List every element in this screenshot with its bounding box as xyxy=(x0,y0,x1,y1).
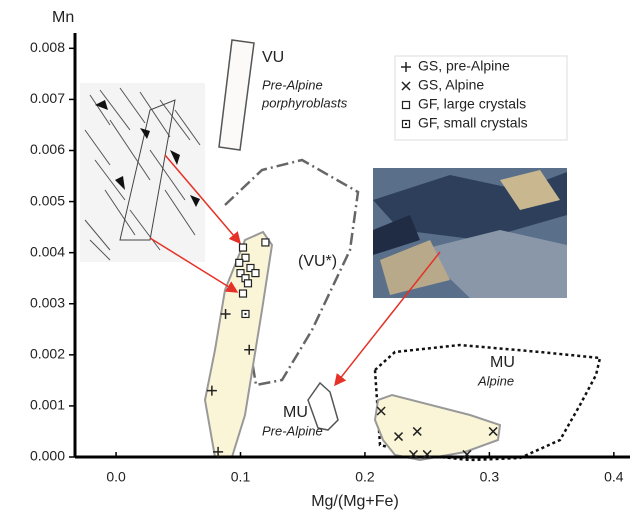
annotation: porphyroblasts xyxy=(261,95,348,110)
square-dot xyxy=(244,313,246,315)
y-tick-label: 0.000 xyxy=(30,448,65,464)
annotation: Pre-Alpine xyxy=(262,77,323,92)
square-marker xyxy=(244,280,251,287)
y-axis-title: Mn xyxy=(52,9,74,26)
y-tick-label: 0.001 xyxy=(30,397,65,413)
legend-label: GS, pre-Alpine xyxy=(418,58,510,74)
square-marker xyxy=(236,259,243,266)
vu-region xyxy=(219,40,254,150)
legend-label: GS, Alpine xyxy=(418,77,484,93)
y-tick-label: 0.004 xyxy=(30,243,65,259)
y-tick-label: 0.007 xyxy=(30,90,65,106)
square-marker xyxy=(262,239,269,246)
annotation: Pre-Alpine xyxy=(262,423,323,438)
photo-image xyxy=(373,168,567,298)
y-tick-label: 0.008 xyxy=(30,39,65,55)
y-tick-label: 0.006 xyxy=(30,141,65,157)
chart: VU Pre-Alpine porphyroblasts (VU*) MU Pr… xyxy=(0,0,638,517)
y-tick-label: 0.005 xyxy=(30,192,65,208)
annotation: Alpine xyxy=(477,373,514,388)
square-marker xyxy=(239,244,246,251)
square-marker xyxy=(252,270,259,277)
x-tick-label: 0.4 xyxy=(604,469,624,485)
y-tick-label: 0.002 xyxy=(30,346,65,362)
annotation: MU xyxy=(283,404,308,421)
square-dot xyxy=(405,123,407,125)
square-marker xyxy=(403,102,410,109)
annotation: (VU*) xyxy=(298,253,337,270)
sketch-image xyxy=(80,83,205,262)
x-axis-title: Mg/(Mg+Fe) xyxy=(311,493,399,510)
legend-label: GF, small crystals xyxy=(418,115,528,131)
y-tick-label: 0.003 xyxy=(30,294,65,310)
square-dot-marker xyxy=(403,121,410,128)
square-dot-marker xyxy=(242,310,249,317)
legend-label: GF, large crystals xyxy=(418,96,526,112)
gs-alpine-region xyxy=(375,395,500,460)
annotation: VU xyxy=(262,49,284,66)
x-tick-label: 0.3 xyxy=(480,469,500,485)
x-tick-label: 0.2 xyxy=(355,469,375,485)
annotation: MU xyxy=(490,354,515,371)
x-tick-label: 0.0 xyxy=(106,469,126,485)
x-tick-label: 0.1 xyxy=(231,469,251,485)
square-marker xyxy=(239,290,246,297)
